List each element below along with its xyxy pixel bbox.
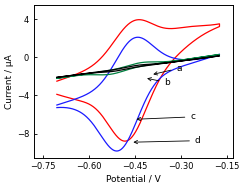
Text: a: a (154, 64, 182, 75)
X-axis label: Potential / V: Potential / V (106, 174, 161, 183)
Text: c: c (137, 112, 195, 121)
Y-axis label: Current / μA: Current / μA (5, 54, 14, 108)
Text: d: d (134, 136, 201, 145)
Text: b: b (148, 78, 170, 87)
